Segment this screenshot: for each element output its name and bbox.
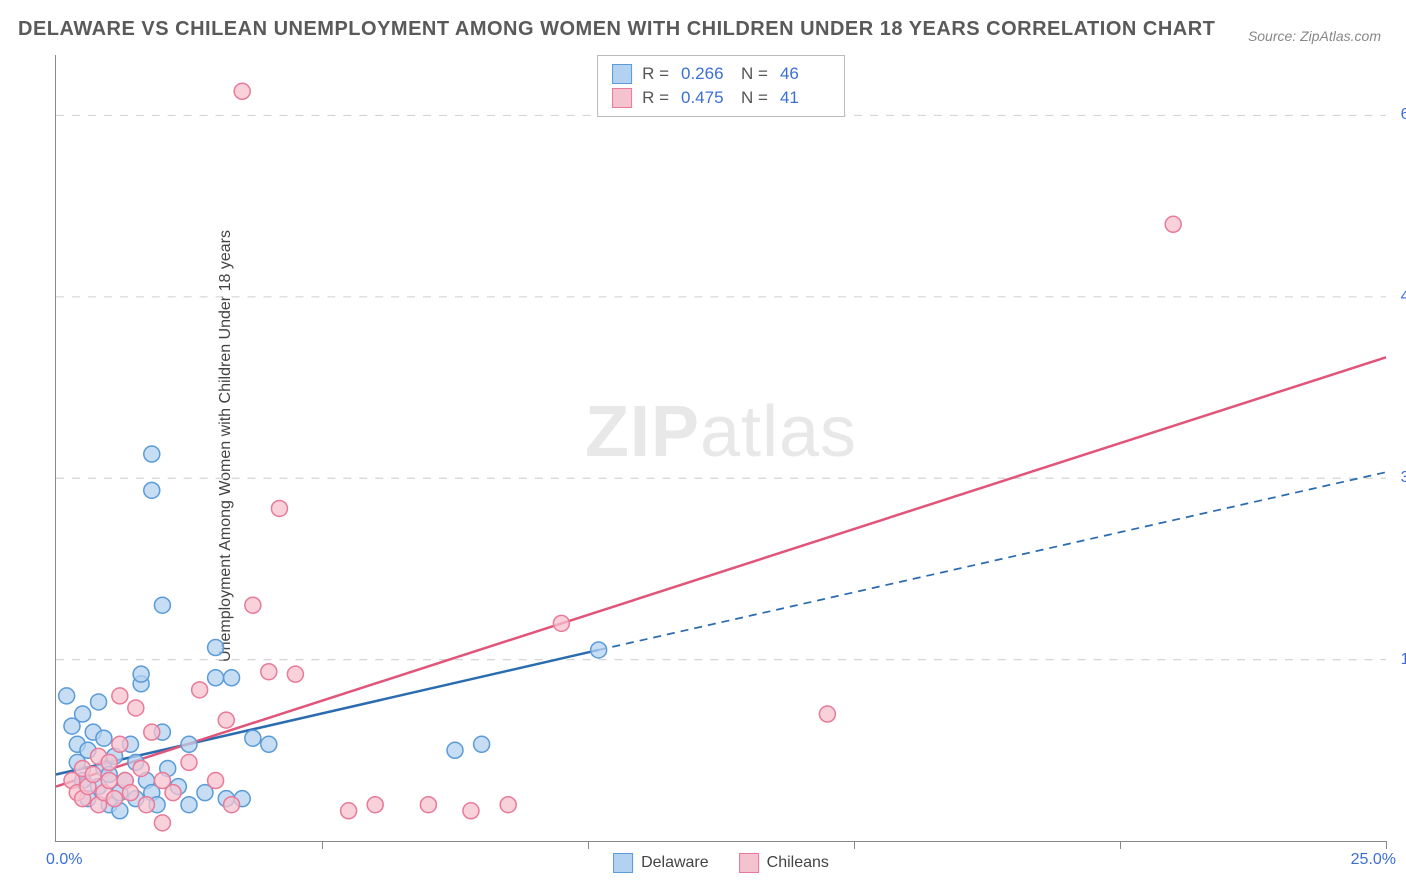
chart-plot-area: ZIPatlas 15.0%30.0%45.0%60.0% 0.0% 25.0%… <box>55 55 1386 842</box>
x-tick <box>854 841 855 849</box>
legend-item-delaware: Delaware <box>613 853 709 873</box>
stat-r-value: 0.475 <box>681 88 731 108</box>
swatch-icon <box>739 853 759 873</box>
source-attribution: Source: ZipAtlas.com <box>1248 28 1381 44</box>
chart-title: DELAWARE VS CHILEAN UNEMPLOYMENT AMONG W… <box>18 18 1215 41</box>
stat-n-label: N = <box>741 88 768 108</box>
y-tick-label: 15.0% <box>1401 651 1406 669</box>
stat-r-label: R = <box>642 88 669 108</box>
x-axis-max-label: 25.0% <box>1351 851 1396 869</box>
stat-n-label: N = <box>741 64 768 84</box>
x-axis-min-label: 0.0% <box>46 851 82 869</box>
stats-row-chileans: R = 0.475 N = 41 <box>612 86 830 110</box>
y-tick-label: 45.0% <box>1401 288 1406 306</box>
swatch-icon <box>612 88 632 108</box>
stats-row-delaware: R = 0.266 N = 46 <box>612 62 830 86</box>
x-tick <box>1120 841 1121 849</box>
stat-n-value: 41 <box>780 88 830 108</box>
swatch-icon <box>612 64 632 84</box>
x-tick <box>1386 841 1387 849</box>
swatch-icon <box>613 853 633 873</box>
x-tick <box>588 841 589 849</box>
legend-label: Delaware <box>641 854 709 872</box>
stat-r-label: R = <box>642 64 669 84</box>
stat-r-value: 0.266 <box>681 64 731 84</box>
stats-legend-box: R = 0.266 N = 46 R = 0.475 N = 41 <box>597 55 845 117</box>
legend-label: Chileans <box>767 854 829 872</box>
y-tick-label: 30.0% <box>1401 469 1406 487</box>
legend-item-chileans: Chileans <box>739 853 829 873</box>
legend-bottom: Delaware Chileans <box>613 853 829 873</box>
x-tick <box>322 841 323 849</box>
stat-n-value: 46 <box>780 64 830 84</box>
scatter-svg <box>56 55 1386 841</box>
y-tick-label: 60.0% <box>1401 106 1406 124</box>
